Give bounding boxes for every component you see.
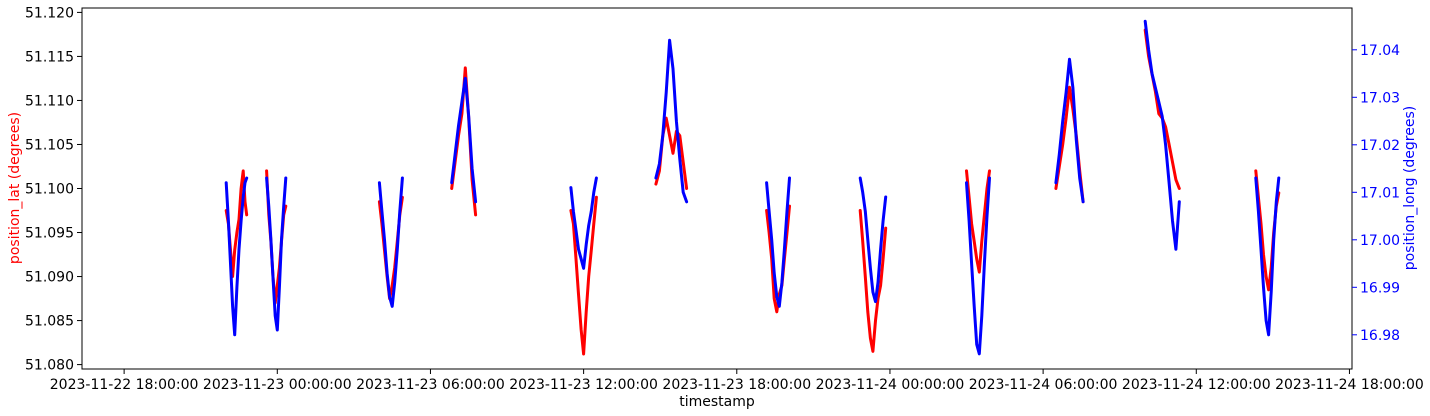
position_long-line-segment — [1254, 176, 1281, 337]
position_long-line-segment — [765, 176, 791, 308]
y-right-tick-label: 17.01 — [1360, 185, 1400, 201]
x-axis: 2023-11-22 18:00:00 2023-11-23 00:00:00 20… — [50, 369, 1424, 393]
position_lat-line-segment — [858, 209, 888, 353]
y-right-tick-label: 16.98 — [1360, 328, 1400, 344]
y-left-tick-label: 51.085 — [25, 314, 74, 330]
y-right-tick-label: 17.02 — [1360, 138, 1400, 154]
y-left-tick-label: 51.120 — [25, 5, 74, 21]
x-tick-label: 2023-11-23 00:00:00 — [203, 377, 352, 393]
y-left-tick-label: 51.095 — [25, 226, 74, 242]
y-right-axis-title: position_long (degrees) — [1402, 106, 1418, 270]
position_long-line-segment — [1054, 57, 1085, 204]
y-right-axis: 16.98 16.99 17.00 17.01 17.02 17.03 17.04 — [1352, 43, 1400, 344]
y-left-tick-label: 51.115 — [25, 49, 74, 65]
position_long-line-segment — [377, 176, 404, 308]
y-left-tick-label: 51.105 — [25, 137, 74, 153]
x-tick-label: 2023-11-23 06:00:00 — [356, 377, 505, 393]
y-right-tick-label: 17.03 — [1360, 90, 1400, 106]
position_long-line-segment — [265, 176, 288, 332]
y-right-tick-label: 16.99 — [1360, 280, 1400, 296]
y-left-tick-label: 51.110 — [25, 93, 74, 109]
y-left-axis-title: position_lat (degrees) — [7, 112, 23, 264]
y-right-tick-label: 17.04 — [1360, 43, 1400, 59]
series-layer — [224, 19, 1281, 356]
position_lat-line-segment — [569, 195, 598, 356]
x-axis-title: timestamp — [679, 394, 755, 410]
x-tick-label: 2023-11-22 18:00:00 — [50, 377, 199, 393]
position_long-line-segment — [224, 176, 249, 337]
x-tick-label: 2023-11-24 06:00:00 — [969, 377, 1118, 393]
x-tick-label: 2023-11-24 00:00:00 — [816, 377, 965, 393]
plot-frame — [81, 7, 1353, 370]
y-left-axis: 51.080 51.085 51.090 51.095 51.100 51.105 51.1… — [25, 5, 82, 374]
position_long-line-segment — [858, 176, 888, 304]
position_long-line-segment — [1143, 19, 1181, 251]
y-left-tick-label: 51.100 — [25, 182, 74, 198]
x-tick-label: 2023-11-23 18:00:00 — [662, 377, 811, 393]
x-tick-label: 2023-11-24 12:00:00 — [1122, 377, 1271, 393]
x-tick-label: 2023-11-23 12:00:00 — [509, 377, 658, 393]
position_long-line-segment — [965, 176, 991, 356]
position_lat-line-segment — [965, 169, 991, 274]
position_long-line-segment — [450, 76, 478, 204]
y-left-tick-label: 51.090 — [25, 270, 74, 286]
y-left-tick-label: 51.080 — [25, 358, 74, 374]
y-right-tick-label: 17.00 — [1360, 233, 1400, 249]
position_long-line-segment — [654, 38, 689, 204]
position_long-line-segment — [569, 176, 598, 270]
x-tick-label: 2023-11-24 18:00:00 — [1275, 377, 1424, 393]
plot-area — [81, 7, 1353, 370]
